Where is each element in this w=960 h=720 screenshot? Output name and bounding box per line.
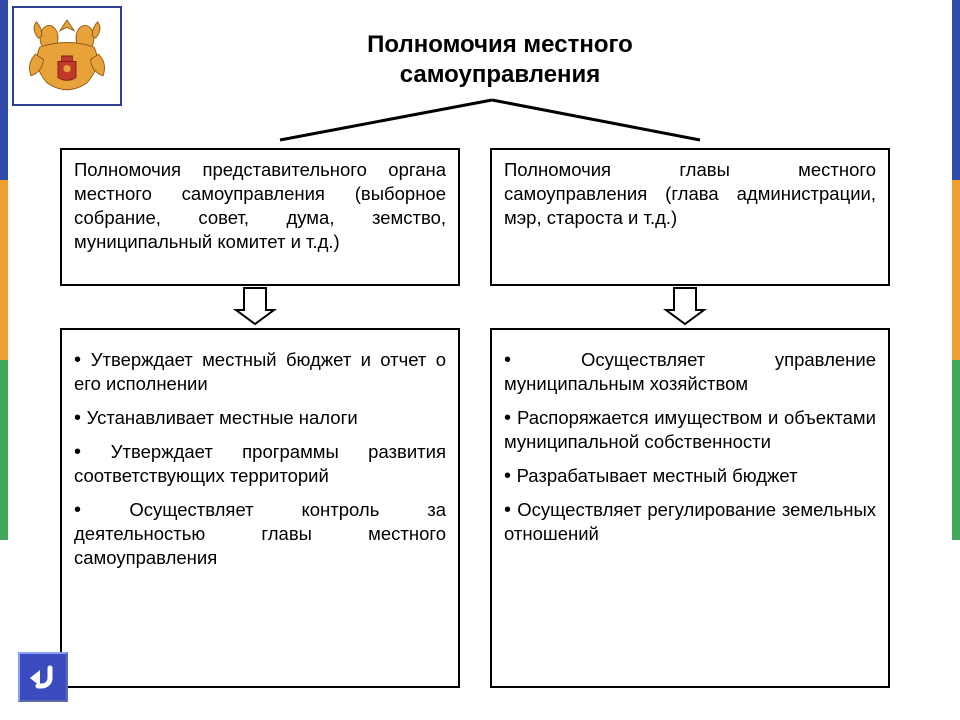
frame-left-stripes <box>0 0 8 720</box>
russian-emblem <box>12 6 122 106</box>
bullet-item: Осуществляет контроль за деятельностью г… <box>74 498 446 570</box>
slide-frame: Полномочия местного самоуправления Полно… <box>0 0 960 720</box>
bullet-item: Утверждает программы развития соответств… <box>74 440 446 488</box>
right-bullets-list: Осуществляет управление муниципальным хо… <box>504 348 876 546</box>
left-bullets-box: Утверждает местный бюджет и отчет о его … <box>60 328 460 688</box>
coat-of-arms-icon <box>19 11 115 101</box>
right-header-box: Полномочия главы местного самоуправления… <box>490 148 890 286</box>
slide-title: Полномочия местного самоуправления <box>280 30 720 90</box>
bullet-item: Осуществляет регулирование земельных отн… <box>504 498 876 546</box>
bullet-item: Осуществляет управление муниципальным хо… <box>504 348 876 396</box>
right-bullets-box: Осуществляет управление муниципальным хо… <box>490 328 890 688</box>
right-header-text: Полномочия главы местного самоуправления… <box>504 159 876 228</box>
left-header-text: Полномочия представительного органа мест… <box>74 159 446 252</box>
u-turn-left-icon <box>26 662 60 692</box>
frame-right-stripes <box>952 0 960 720</box>
bullet-item: Устанавливает местные налоги <box>74 406 446 430</box>
back-button[interactable] <box>18 652 68 702</box>
bullet-item: Разрабатывает местный бюджет <box>504 464 876 488</box>
bullet-item: Утверждает местный бюджет и отчет о его … <box>74 348 446 396</box>
left-header-box: Полномочия представительного органа мест… <box>60 148 460 286</box>
bullet-item: Распоряжается имуществом и объектами мун… <box>504 406 876 454</box>
left-bullets-list: Утверждает местный бюджет и отчет о его … <box>74 348 446 570</box>
